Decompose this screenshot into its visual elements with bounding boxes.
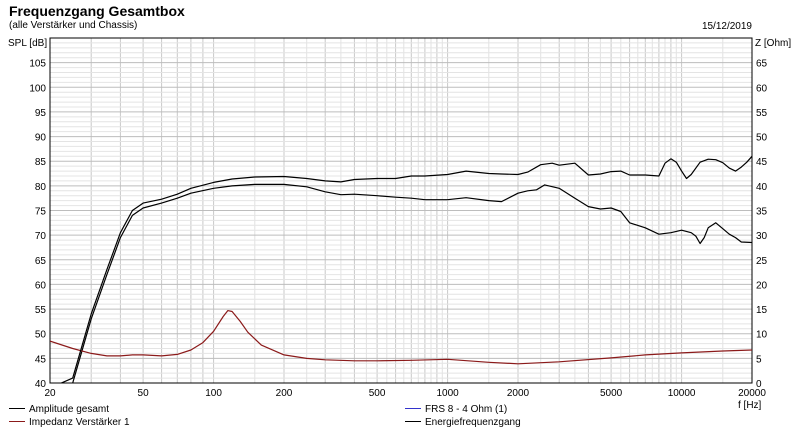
legend-swatch-amplitude: [9, 407, 25, 409]
x-tick-label: 10000: [668, 388, 696, 399]
legend-item-impedance: Impedanz Verstärker 1: [9, 417, 130, 429]
y-left-tick-label: 85: [35, 157, 47, 168]
chart-title: Frequenzgang Gesamtbox: [9, 3, 185, 19]
plot-frame: [49, 37, 753, 384]
legend-label-energy: Energiefrequenzgang: [425, 417, 521, 428]
legend-label-frs: FRS 8 - 4 Ohm (1): [425, 404, 508, 415]
y-left-tick-label: 65: [35, 256, 47, 267]
legend-item-frs: FRS 8 - 4 Ohm (1): [405, 404, 507, 416]
y-right-tick-label: 5: [756, 354, 762, 365]
y-right-tick-label: 15: [756, 305, 768, 316]
legend-item-energy: Energiefrequenzgang: [405, 417, 521, 429]
x-tick-label: 500: [369, 388, 386, 399]
y-left-tick-label: 55: [35, 305, 47, 316]
y-right-tick-label: 50: [756, 133, 768, 144]
x-tick-label: 50: [138, 388, 150, 399]
y-right-tick-label: 35: [756, 207, 768, 218]
x-tick-label: 5000: [600, 388, 623, 399]
x-tick-label: 20: [44, 388, 56, 399]
y-left-tick-label: 105: [29, 59, 46, 70]
x-tick-label: 100: [205, 388, 222, 399]
x-tick-label: 2000: [507, 388, 530, 399]
y-right-tick-label: 65: [756, 59, 768, 70]
y-left-tick-label: 45: [35, 354, 47, 365]
y-right-tick-label: 10: [756, 330, 768, 341]
x-tick-label: 20000: [738, 388, 766, 399]
y-right-tick-label: 60: [756, 83, 768, 94]
y-right-tick-label: 45: [756, 157, 768, 168]
y-axis-right-label: Z [Ohm]: [755, 38, 792, 49]
impedanz-line: [50, 310, 752, 365]
legend-item-amplitude: Amplitude gesamt: [9, 404, 109, 416]
y-right-tick-label: 20: [756, 280, 768, 291]
y-right-tick-label: 30: [756, 231, 768, 242]
y-left-tick-label: 75: [35, 207, 47, 218]
amplitude-gesamt-line: [69, 183, 752, 383]
legend-swatch-impedance: [9, 420, 25, 422]
x-tick-label: 1000: [436, 388, 459, 399]
y-right-tick-label: 40: [756, 182, 768, 193]
legend-label-amplitude: Amplitude gesamt: [29, 404, 110, 415]
y-left-tick-label: 60: [35, 280, 47, 291]
y-left-tick-label: 100: [29, 83, 46, 94]
y-right-tick-label: 25: [756, 256, 768, 267]
y-left-tick-label: 40: [35, 379, 47, 390]
chart-date: 15/12/2019: [701, 21, 752, 32]
x-axis-label: f [Hz]: [738, 400, 762, 411]
y-left-tick-label: 80: [35, 182, 47, 193]
y-right-tick-label: 55: [756, 108, 768, 119]
legend-label-impedance: Impedanz Verstärker 1: [29, 417, 130, 428]
y-axis-left-label: SPL [dB]: [8, 38, 48, 49]
y-left-tick-label: 70: [35, 231, 47, 242]
y-left-tick-label: 50: [35, 330, 47, 341]
energiefrequenzgang-line: [59, 155, 752, 383]
y-left-tick-label: 90: [35, 133, 47, 144]
legend-swatch-frs: [405, 407, 421, 409]
chart-subtitle: (alle Verstärker und Chassis): [9, 20, 138, 31]
y-left-tick-label: 95: [35, 108, 47, 119]
legend-swatch-energy: [405, 420, 421, 422]
y-right-tick-label: 0: [756, 379, 762, 390]
x-tick-label: 200: [276, 388, 293, 399]
